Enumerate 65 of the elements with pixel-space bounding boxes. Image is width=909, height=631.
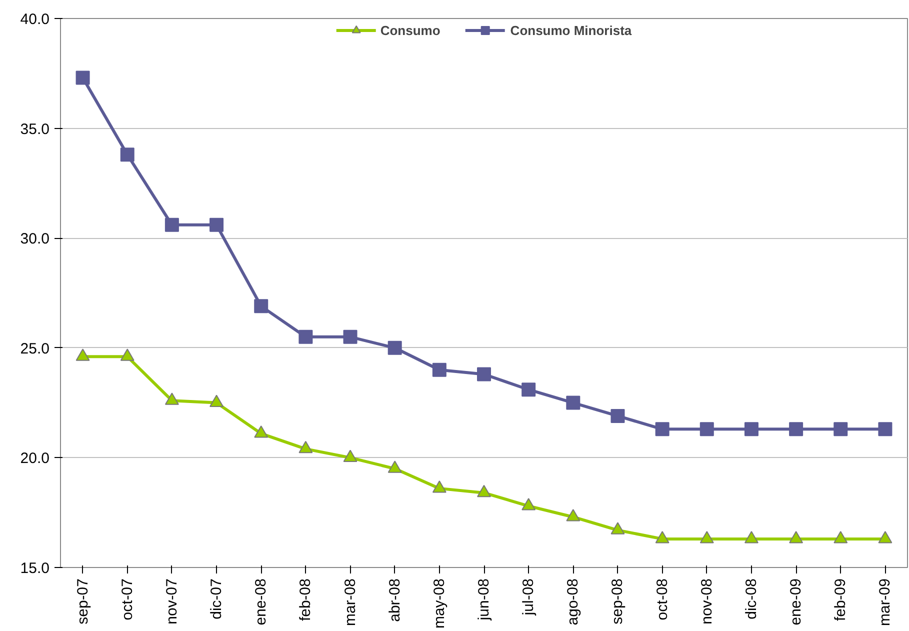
point [120, 148, 134, 162]
point [789, 530, 804, 544]
point [164, 218, 179, 232]
point [388, 340, 402, 355]
point [298, 330, 313, 344]
x-tick-label: sep-08 [609, 578, 626, 624]
x-tick-label: feb-08 [297, 578, 314, 622]
point [432, 480, 446, 493]
point [477, 484, 491, 498]
point [655, 422, 670, 436]
legend-label: Consumo [380, 22, 440, 38]
x-tick-label: mar-08 [342, 578, 359, 626]
point [700, 422, 714, 436]
point [343, 330, 358, 344]
point [76, 70, 90, 85]
point [254, 299, 268, 314]
point [566, 396, 580, 410]
y-tick-label: 25.0 [20, 340, 50, 358]
y-tick-label: 35.0 [20, 120, 50, 138]
point [298, 440, 313, 454]
x-tick-label: dic-08 [742, 578, 760, 620]
y-tick-label: 20.0 [20, 450, 50, 468]
point [164, 392, 179, 405]
x-tick-label: mar-09 [876, 578, 894, 626]
point [566, 508, 580, 522]
point [744, 422, 758, 436]
x-tick-label: nov-07 [163, 578, 180, 624]
point [834, 422, 848, 436]
point [878, 422, 892, 436]
point [254, 426, 268, 438]
x-tick-label: ene-09 [788, 578, 805, 626]
y-tick-label: 30.0 [20, 230, 50, 248]
y-tick-label: 15.0 [20, 560, 50, 577]
point [210, 218, 224, 232]
point [388, 460, 402, 473]
point [610, 522, 625, 534]
point [744, 530, 758, 544]
x-tick-label: ene-08 [252, 578, 270, 626]
x-tick-label: oct-07 [118, 578, 136, 620]
point [834, 530, 848, 544]
point [610, 408, 625, 423]
point [700, 530, 714, 544]
point [76, 348, 90, 361]
x-tick-label: dic-07 [208, 578, 226, 620]
x-tick-label: sep-07 [74, 578, 92, 624]
y-tick-label: 40.0 [20, 11, 50, 28]
x-tick-label: abr-08 [386, 578, 404, 622]
point [655, 530, 670, 544]
x-tick-label: nov-08 [698, 578, 716, 624]
point [120, 348, 134, 361]
point [343, 450, 358, 462]
x-tick-label: jul-08 [520, 578, 538, 616]
point [210, 394, 224, 408]
point [522, 382, 536, 397]
point [789, 422, 804, 436]
point [432, 362, 446, 377]
point [477, 367, 491, 382]
x-tick-label: oct-08 [654, 578, 671, 620]
x-tick-label: jun-08 [476, 578, 492, 622]
point [522, 498, 536, 510]
legend-label: Consumo Minorista [510, 22, 632, 38]
x-tick-label: ago-08 [564, 578, 582, 626]
point [878, 530, 892, 544]
x-tick-label: may-08 [430, 578, 448, 629]
x-tick-label: feb-09 [832, 578, 850, 622]
